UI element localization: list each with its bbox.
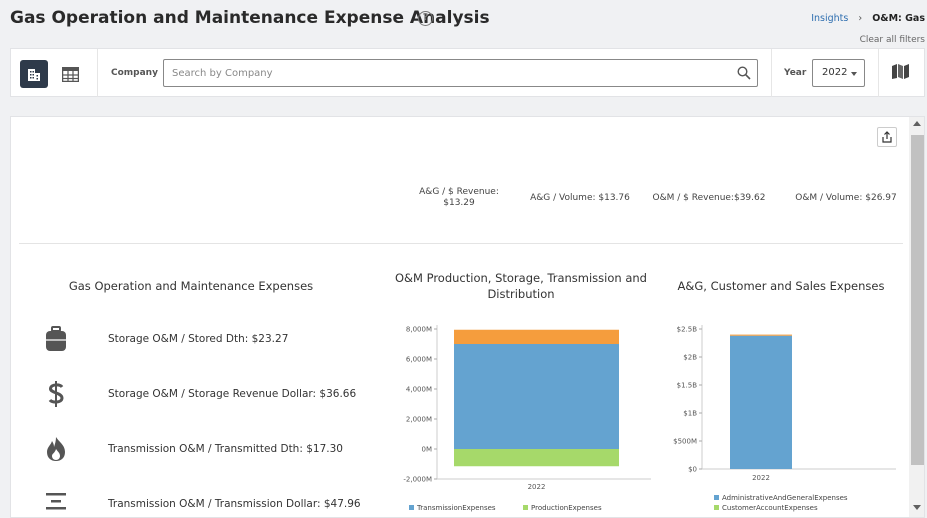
kpi-item: Transmission O&M / Transmission Dollar: …	[41, 489, 371, 517]
page-title: Gas Operation and Maintenance Expense An…	[10, 8, 490, 28]
metric-ag-revenue: A&G / $ Revenue: $13.29	[419, 187, 499, 208]
metrics-divider	[19, 243, 903, 244]
scroll-thumb[interactable]	[911, 135, 924, 465]
bar-segment[interactable]	[730, 335, 792, 469]
y-tick-label: $2B	[683, 354, 697, 362]
kpi-label: Transmission O&M / Transmitted Dth: $17.…	[108, 443, 343, 455]
storage-tank-icon	[46, 326, 66, 351]
y-tick-label: $0	[688, 466, 697, 474]
y-tick-label: -2,000M	[403, 476, 432, 484]
table-view-button[interactable]	[56, 60, 84, 88]
company-label: Company	[111, 68, 158, 78]
metric-ag-volume: A&G / Volume: $13.76	[530, 193, 630, 203]
year-label: Year	[784, 68, 807, 78]
bar-segment[interactable]	[454, 329, 619, 344]
search-icon[interactable]	[737, 66, 751, 80]
dollar-icon	[48, 381, 64, 407]
bar-segment[interactable]	[730, 334, 792, 336]
analysis-panel: A&G / $ Revenue: $13.29 A&G / Volume: $1…	[10, 116, 925, 518]
breadcrumb-insights-link[interactable]: Insights	[811, 13, 849, 24]
chart-ag-title: A&G, Customer and Sales Expenses	[677, 279, 885, 293]
year-select[interactable]: 2022	[812, 59, 865, 87]
y-tick-label: 0M	[422, 446, 433, 454]
kpi-item: Transmission O&M / Transmitted Dth: $17.…	[41, 434, 371, 464]
y-tick-label: 2,000M	[406, 416, 432, 424]
clear-all-filters-link[interactable]: Clear all filters	[859, 35, 925, 45]
chevron-down-icon	[851, 72, 857, 76]
share-icon	[882, 131, 892, 143]
scroll-up-arrow[interactable]	[913, 121, 921, 126]
kpi-item: Storage O&M / Storage Revenue Dollar: $3…	[41, 379, 371, 409]
y-tick-label: $500M	[673, 438, 697, 446]
kpi-label: Storage O&M / Stored Dth: $23.27	[108, 333, 289, 345]
y-tick-label: $1B	[683, 410, 697, 418]
table-icon	[61, 66, 79, 82]
chart-ag-customer-sales: $2.5B $2B $1.5B $1B $500M $0 2022 Administrativ…	[673, 325, 896, 512]
company-search-input[interactable]	[164, 60, 724, 86]
kpi-label: Storage O&M / Storage Revenue Dollar: $3…	[108, 388, 357, 400]
page-header: Gas Operation and Maintenance Expense An…	[0, 0, 927, 48]
pipeline-icon	[46, 493, 66, 510]
legend-entry[interactable]: AdministrativeAndGeneralExpenses	[722, 494, 848, 502]
breadcrumb: Insights › O&M: Gas	[811, 13, 925, 24]
bar-segment[interactable]	[454, 344, 619, 449]
filter-divider	[878, 49, 879, 97]
kpi-label: Transmission O&M / Transmission Dollar: …	[108, 498, 361, 510]
y-tick-label: $2.5B	[677, 326, 698, 334]
help-icon[interactable]: ?	[418, 11, 433, 26]
metric-om-volume: O&M / Volume: $26.97	[795, 193, 897, 203]
filter-divider	[97, 49, 98, 97]
flame-icon	[47, 437, 65, 461]
legend-entry[interactable]: ProductionExpenses	[531, 504, 602, 512]
chevron-right-icon: ›	[858, 13, 863, 24]
x-tick-label: 2022	[752, 474, 770, 482]
x-tick-label: 2022	[528, 483, 546, 491]
legend-entry[interactable]: TransmissionExpenses	[416, 504, 496, 512]
chart-om-production-storage: 8,000M 6,000M 4,000M 2,000M 0M -2,000M 2022 Tra…	[403, 325, 651, 512]
legend-entry[interactable]: CustomerAccountExpenses	[722, 504, 818, 512]
panel-scrollbar[interactable]	[909, 117, 924, 517]
building-icon	[28, 69, 40, 81]
year-value: 2022	[822, 67, 848, 78]
legend-swatch	[714, 505, 719, 510]
kpi-section-title: Gas Operation and Maintenance Expenses	[68, 279, 314, 293]
share-button[interactable]	[877, 127, 897, 147]
filter-divider	[771, 49, 772, 97]
legend-swatch	[714, 495, 719, 500]
y-tick-label: $1.5B	[677, 382, 698, 390]
legend-swatch	[409, 505, 414, 510]
y-tick-label: 8,000M	[406, 326, 432, 334]
dashboard-view-button[interactable]	[20, 60, 48, 88]
filter-bar: Company Year 2022	[10, 48, 925, 97]
metric-om-revenue: O&M / $ Revenue:$39.62	[652, 193, 766, 203]
kpi-item: Storage O&M / Stored Dth: $23.27	[41, 324, 371, 354]
company-search-box	[163, 59, 758, 87]
breadcrumb-current: O&M: Gas	[872, 13, 925, 24]
scroll-down-arrow[interactable]	[913, 505, 921, 510]
bar-segment[interactable]	[454, 449, 619, 467]
chart-om-title: O&M Production, Storage, Transmission an…	[395, 271, 647, 301]
y-tick-label: 4,000M	[406, 386, 432, 394]
legend-swatch	[523, 505, 528, 510]
y-tick-label: 6,000M	[406, 356, 432, 364]
map-icon[interactable]	[891, 63, 911, 80]
